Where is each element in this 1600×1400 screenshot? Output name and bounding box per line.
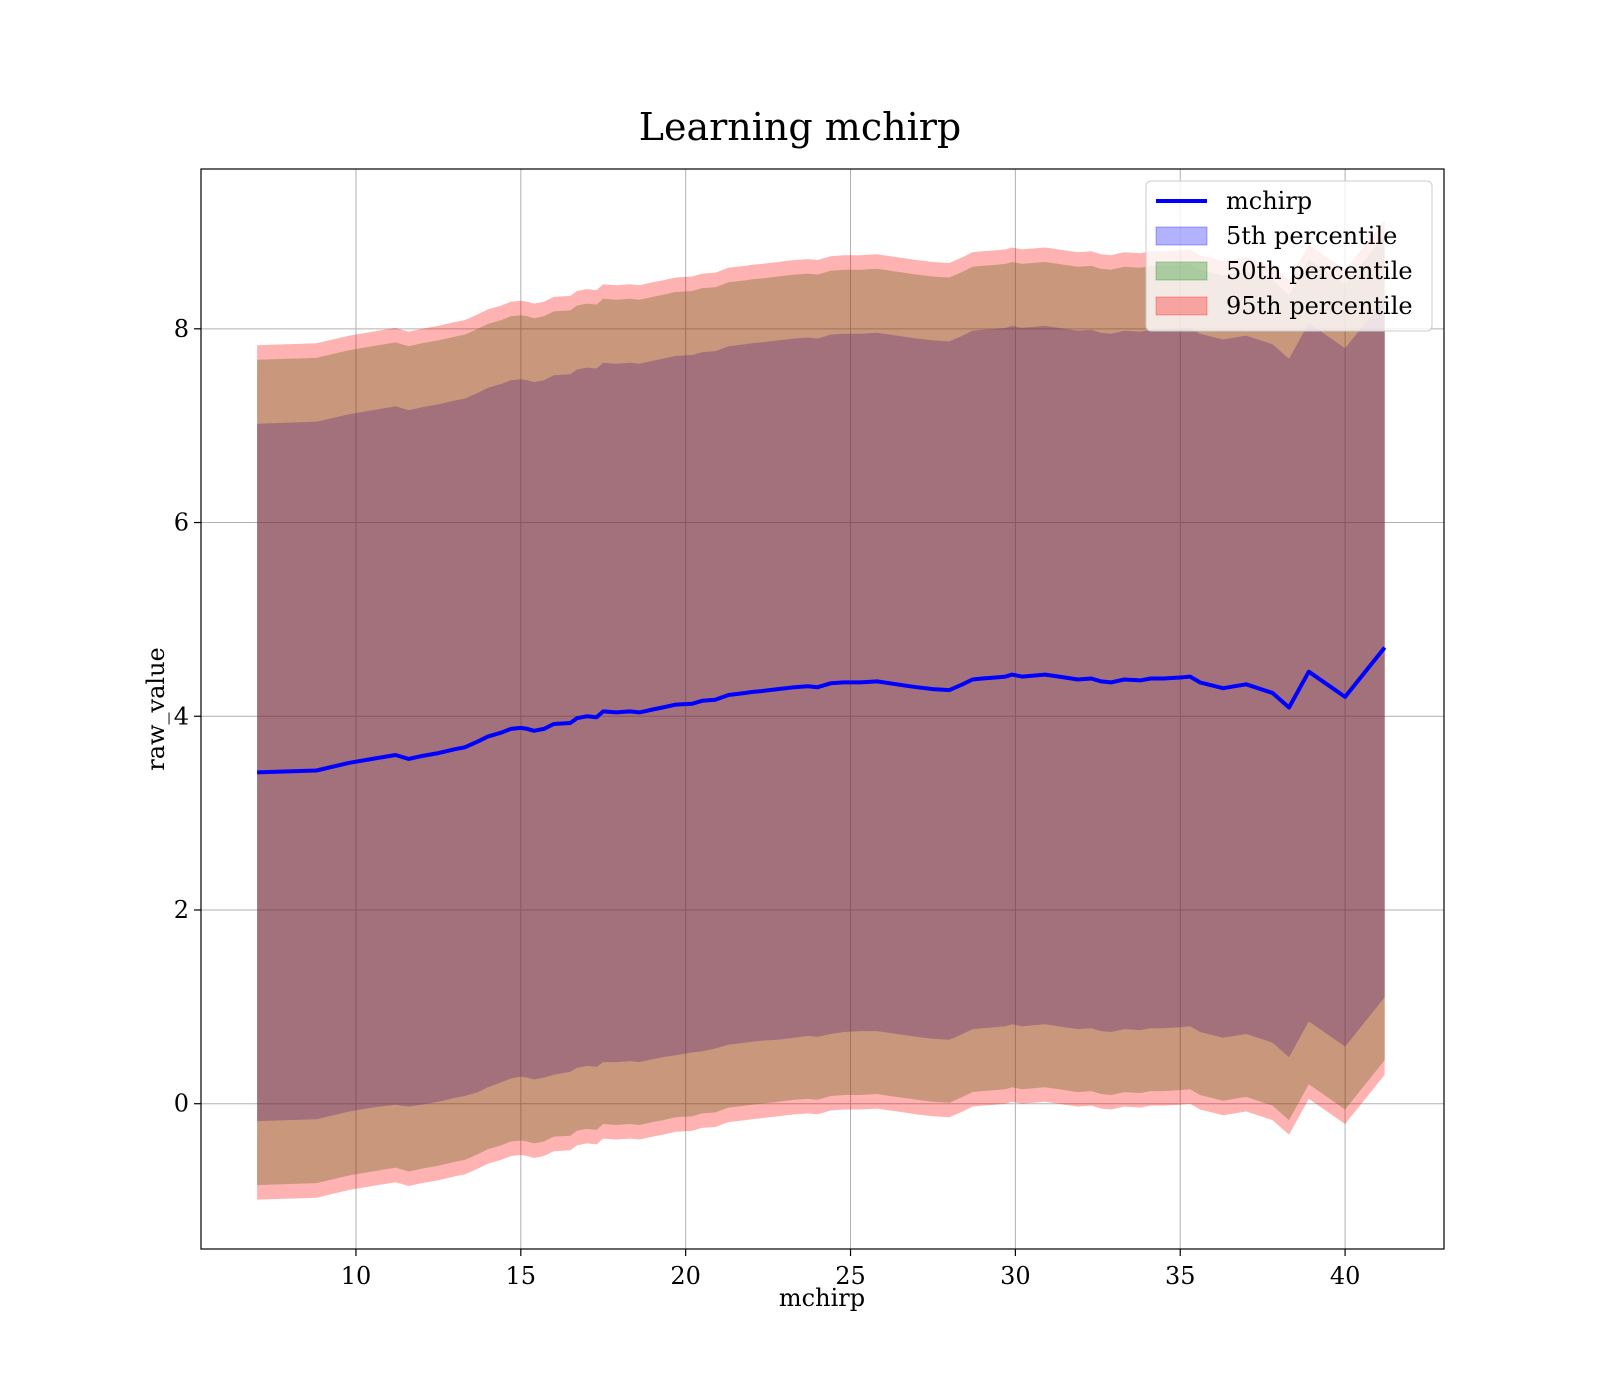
x-tick-label: 40 bbox=[1330, 1262, 1361, 1290]
y-axis-ticks: 0 2 4 6 8 bbox=[174, 315, 201, 1118]
legend-box bbox=[1145, 180, 1433, 332]
x-axis-label: mchirp bbox=[779, 1284, 865, 1312]
legend-swatch-50th-percentile bbox=[1155, 261, 1208, 281]
band-50th-percentile bbox=[257, 234, 1385, 1186]
legend-label-95th-percentile: 95th percentile bbox=[1226, 292, 1413, 320]
plot-frame bbox=[200, 168, 1445, 1250]
y-tick-label: 0 bbox=[174, 1090, 189, 1118]
mchirp-line bbox=[257, 646, 1387, 775]
y-tick-label: 2 bbox=[174, 896, 189, 924]
legend-swatch-95th-percentile bbox=[1155, 296, 1208, 316]
y-tick-label: 4 bbox=[174, 702, 189, 730]
y-tick-label: 6 bbox=[174, 509, 189, 537]
y-tick-label: 8 bbox=[174, 315, 189, 343]
x-tick-label: 20 bbox=[670, 1262, 701, 1290]
legend-swatch-5th-percentile bbox=[1155, 226, 1208, 246]
x-tick-label: 25 bbox=[835, 1262, 866, 1290]
chart-title: Learning mchirp bbox=[639, 105, 961, 149]
legend: mchirp 5th percentile 50th percentile 95… bbox=[1145, 180, 1433, 332]
x-tick-label: 30 bbox=[1000, 1262, 1031, 1290]
mean-line-layer bbox=[257, 646, 1387, 775]
grid-lines bbox=[201, 169, 1444, 1249]
band-95th-percentile bbox=[257, 220, 1385, 1200]
percentile-bands bbox=[257, 220, 1385, 1200]
legend-label-mchirp: mchirp bbox=[1226, 187, 1312, 215]
plot-area bbox=[201, 169, 1444, 1249]
x-tick-label: 35 bbox=[1165, 1262, 1196, 1290]
y-axis-label: raw_value bbox=[142, 647, 170, 771]
band-5th-percentile bbox=[257, 298, 1385, 1122]
x-axis-ticks: 10 15 20 25 30 35 40 bbox=[341, 1249, 1361, 1290]
legend-label-5th-percentile: 5th percentile bbox=[1226, 222, 1397, 250]
x-tick-label: 10 bbox=[341, 1262, 372, 1290]
legend-label-50th-percentile: 50th percentile bbox=[1226, 257, 1413, 285]
x-tick-label: 15 bbox=[506, 1262, 537, 1290]
